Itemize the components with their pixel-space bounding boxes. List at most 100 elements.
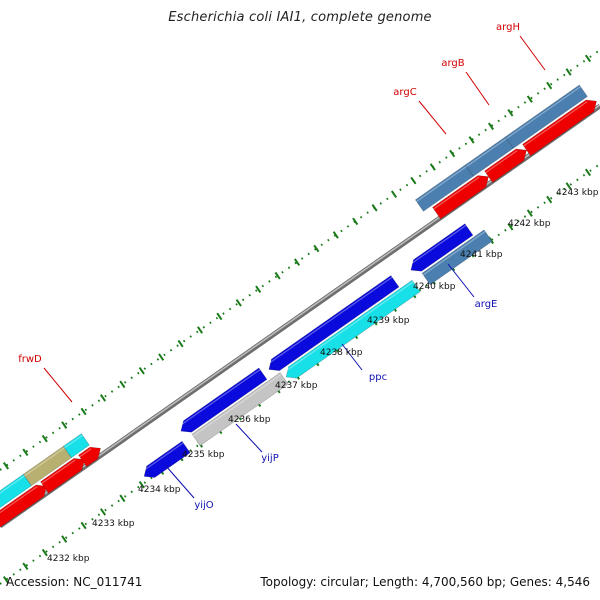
scale-label: 4237 kbp [275,381,318,391]
callout-line-ppc [341,343,363,371]
outer-tick [584,54,592,63]
outer-tick [216,312,223,321]
outer-tick [410,176,417,185]
outer-tick [235,299,242,307]
outer-tick [158,353,165,361]
gene-yijO [143,440,191,478]
gene-red-left-1-highlight [0,486,38,514]
inner-tick [526,209,533,217]
scale-label: 4234 kbp [138,485,181,495]
gene-cyan-small [62,433,90,459]
gene-yijP [180,367,268,433]
gene-red-argB-fwd [484,148,527,183]
gene-red-argH-fwd-highlight [523,101,588,147]
outer-tick [196,326,204,334]
outer-tick [293,258,301,266]
inner-tick [138,480,145,489]
callout-line-argB [465,71,490,106]
gene-argC-highlight [416,165,467,202]
callout-line-yijP [235,423,263,453]
outer-tick [41,434,48,443]
gene-argE-highlight [422,231,486,276]
inner-tick [41,548,48,557]
gene-red-left-3-highlight [79,448,92,458]
gene-red-left-3 [78,446,101,468]
gene-red-argH-fwd [522,99,597,157]
gene-argH-highlight [506,86,581,139]
gene-label-argB: argB [441,58,464,69]
outer-tick [429,163,436,171]
outer-tick [255,285,262,294]
callout-line-argH [519,35,546,71]
scale-labels: 4232 kbp 4233 kbp 4234 kbp 4235 kbp 4236 kbp… [47,188,599,564]
gene-ppc [268,275,400,371]
gene-blue-top-highlight [407,224,467,267]
gene-yijP-highlight [177,369,261,428]
gene-grey [191,372,289,447]
gene-red-left-1 [0,484,47,528]
callout-line-yijO [165,465,195,499]
outer-tick [177,339,184,348]
gene-red-argC-fwd [432,175,489,220]
gene-label-argE: argE [475,299,498,310]
scale-label: 4243 kbp [556,188,599,198]
inner-tick [22,562,29,570]
inner-tick [584,168,592,177]
outer-tick [565,68,572,76]
gene-red-argC-fwd-highlight [433,176,480,210]
gene-grey-highlight [192,373,282,437]
topology-text: Topology: circular; Length: 4,700,560 bp… [260,575,590,589]
gene-yijO-highlight [140,442,184,473]
scale-label: 4241 kbp [460,250,503,260]
outer-tick [487,122,495,131]
gene-ppc-highlight [265,276,393,366]
gene-label-argH: argH [496,22,520,33]
gene-label-yijP: yijP [261,453,279,464]
gene-cyan-small-highlight [64,434,83,449]
inner-tick [565,182,572,190]
callout-line-argC [418,100,447,135]
outer-tick [468,136,475,144]
outer-tick [22,448,29,456]
gene-label-ppc: ppc [369,372,387,383]
outer-tick [352,217,359,226]
gene-olive-highlight [24,447,65,477]
gene-red-left-2-highlight [41,459,76,484]
gene-label-argC: argC [393,87,416,98]
callout-line-frwD [43,367,73,403]
outer-tick [390,190,398,198]
inner-tick [2,576,10,584]
outer-tick [274,271,281,280]
scale-label: 4238 kbp [320,348,363,358]
inner-tick [546,195,553,204]
inner-tick [119,494,126,503]
gene-argH [504,84,588,149]
map-title: Escherichia coli IAI1, complete genome [168,10,432,25]
callout-line-argE [447,263,475,298]
scale-label: 4235 kbp [182,450,225,460]
outer-tick [119,380,126,389]
outer-tick [449,149,456,158]
gene-blue-top [410,223,474,272]
outer-tick [61,421,68,429]
outer-tick [99,394,107,402]
scale-label: 4239 kbp [367,316,410,326]
outer-tick [546,81,553,90]
gene-label-frwD: frwD [18,354,42,365]
outer-tick [371,204,378,212]
scale-label: 4240 kbp [413,282,456,292]
gene-red-left-2 [40,458,85,494]
gene-argE [421,229,493,286]
gene-argB-highlight [466,137,507,167]
gene-label-yijO: yijO [194,500,213,511]
gene-cyan-mid [285,279,421,379]
outer-tick [332,231,339,239]
accession-text: Accession: NC_011741 [6,575,143,589]
gene-features [0,84,597,528]
outer-major-ticks [2,54,592,470]
inner-tick [507,222,514,231]
outer-tick [2,462,10,470]
inner-tick [80,521,87,530]
scale-label: 4233 kbp [92,519,135,529]
scale-label: 4236 kbp [228,415,271,425]
